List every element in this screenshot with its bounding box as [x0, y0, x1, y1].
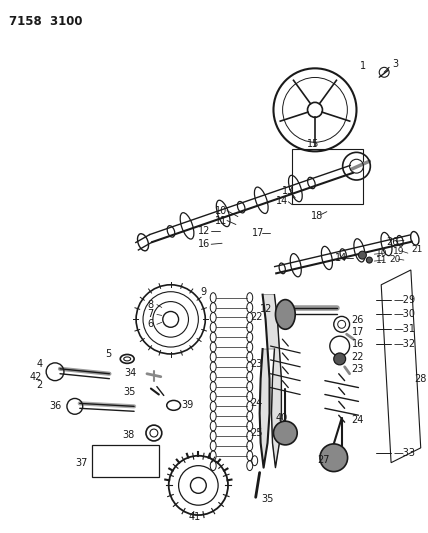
- Text: 7158  3100: 7158 3100: [9, 15, 82, 28]
- Circle shape: [320, 444, 348, 472]
- Text: 7: 7: [147, 310, 153, 319]
- Text: 16: 16: [351, 339, 364, 349]
- Text: 6: 6: [147, 319, 153, 329]
- Text: 26: 26: [386, 237, 398, 247]
- Text: 41: 41: [188, 512, 201, 522]
- Text: 21: 21: [412, 245, 423, 254]
- Text: 3: 3: [392, 59, 398, 69]
- Text: 17: 17: [252, 229, 264, 238]
- Text: 39: 39: [181, 400, 194, 410]
- Text: 22: 22: [250, 312, 263, 322]
- Text: 20: 20: [389, 255, 401, 264]
- Circle shape: [366, 257, 372, 263]
- Text: —33: —33: [393, 448, 415, 458]
- Text: —31: —31: [393, 324, 415, 334]
- Text: 11: 11: [376, 256, 388, 264]
- Text: 40: 40: [276, 413, 288, 423]
- Text: 24: 24: [250, 398, 263, 408]
- Text: 2: 2: [36, 379, 42, 390]
- Text: 42: 42: [30, 372, 42, 382]
- Text: 4: 4: [36, 359, 42, 369]
- Ellipse shape: [276, 300, 295, 329]
- Text: —29: —29: [393, 295, 415, 304]
- Text: 14: 14: [276, 196, 289, 206]
- Text: 12: 12: [198, 227, 211, 237]
- Circle shape: [359, 251, 366, 259]
- Text: 24: 24: [351, 415, 364, 425]
- Bar: [292, 149, 363, 204]
- Text: 27: 27: [317, 455, 330, 465]
- Text: 23: 23: [351, 364, 364, 374]
- Text: 15: 15: [307, 140, 319, 149]
- Text: 8: 8: [147, 300, 153, 310]
- Text: 13: 13: [282, 186, 294, 196]
- Text: —32: —32: [393, 339, 415, 349]
- Text: 25: 25: [250, 428, 263, 438]
- Text: 5: 5: [105, 349, 111, 359]
- Text: 10: 10: [215, 206, 227, 216]
- Text: 37: 37: [75, 458, 88, 467]
- Text: 11: 11: [215, 215, 227, 225]
- Text: 35: 35: [124, 386, 136, 397]
- Circle shape: [273, 421, 297, 445]
- Bar: [92, 445, 159, 477]
- Text: —30: —30: [393, 310, 415, 319]
- Text: 1: 1: [360, 61, 366, 71]
- Text: 34: 34: [124, 368, 136, 378]
- Text: 12: 12: [260, 303, 273, 313]
- Text: 17: 17: [351, 327, 364, 337]
- Polygon shape: [260, 295, 281, 467]
- Text: 26: 26: [351, 316, 364, 325]
- Circle shape: [334, 353, 346, 365]
- Text: 14: 14: [335, 253, 347, 263]
- Text: 36: 36: [50, 401, 62, 411]
- Text: 23: 23: [250, 359, 263, 369]
- Text: 18: 18: [311, 211, 323, 221]
- Text: 38: 38: [122, 430, 134, 440]
- Text: 19: 19: [393, 247, 404, 256]
- Text: 16: 16: [198, 239, 211, 249]
- Text: 9: 9: [200, 287, 206, 297]
- Text: 10: 10: [376, 249, 388, 257]
- Text: 35: 35: [262, 494, 274, 504]
- Text: 28: 28: [414, 374, 426, 384]
- Text: 22: 22: [351, 352, 364, 362]
